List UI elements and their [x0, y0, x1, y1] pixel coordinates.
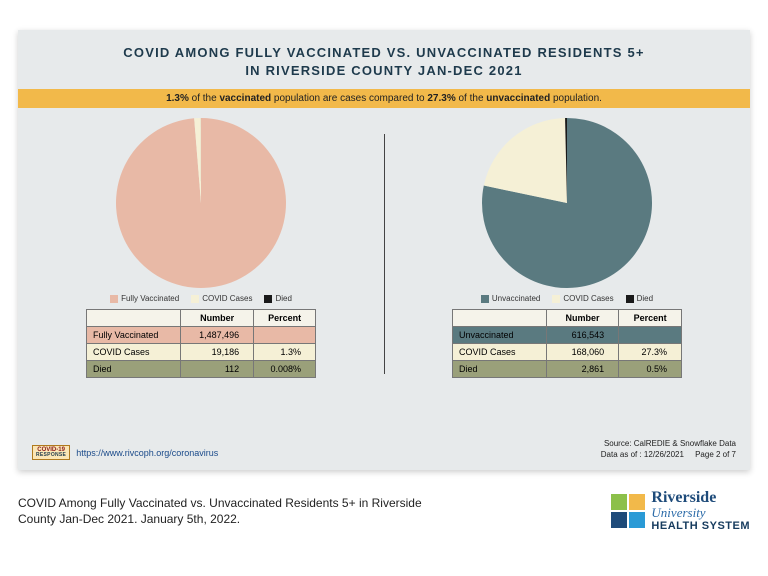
source-line-2: Data as of : 12/26/2021 — [601, 450, 684, 459]
legend-swatch-icon — [626, 295, 634, 303]
legend-item: Fully Vaccinated — [110, 294, 179, 303]
row-percent: 27.3% — [619, 344, 682, 361]
source-line-1: Source: CalREDIE & Snowflake Data — [601, 439, 736, 449]
vaccinated-table: NumberPercentFully Vaccinated1,487,496CO… — [86, 309, 316, 378]
source-url: https://www.rivcoph.org/coronavirus — [76, 448, 218, 458]
row-label: Died — [87, 361, 181, 378]
row-number: 168,060 — [546, 344, 618, 361]
table-row: Died2,8610.5% — [453, 361, 682, 378]
slide-card: COVID AMONG FULLY VACCINATED VS. UNVACCI… — [18, 30, 750, 470]
chart-title: COVID AMONG FULLY VACCINATED VS. UNVACCI… — [18, 30, 750, 85]
table-row: Fully Vaccinated1,487,496 — [87, 327, 316, 344]
row-number: 112 — [180, 361, 253, 378]
row-label: Unvaccinated — [453, 327, 547, 344]
legend-label: COVID Cases — [202, 294, 252, 303]
legend-label: Died — [275, 294, 291, 303]
footer-left: COVID-19 RESPONSE https://www.rivcoph.or… — [32, 445, 218, 460]
vaccinated-panel: Fully VaccinatedCOVID CasesDied NumberPe… — [18, 116, 384, 426]
vaccinated-legend: Fully Vaccinated COVID Cases Died — [110, 294, 292, 303]
legend-item: COVID Cases — [191, 294, 252, 303]
row-percent — [619, 327, 682, 344]
chart-panels: Fully VaccinatedCOVID CasesDied NumberPe… — [18, 116, 750, 426]
row-label: COVID Cases — [87, 344, 181, 361]
legend-swatch-icon — [191, 295, 199, 303]
table-header: Number — [180, 310, 253, 327]
table-header: Number — [546, 310, 618, 327]
vaccinated-pie-chart — [116, 118, 286, 288]
title-line-1: COVID AMONG FULLY VACCINATED VS. UNVACCI… — [123, 45, 644, 60]
row-percent: 0.5% — [619, 361, 682, 378]
row-label: Died — [453, 361, 547, 378]
unvaccinated-pie-chart — [482, 118, 652, 288]
row-label: COVID Cases — [453, 344, 547, 361]
unvaccinated-table: NumberPercentUnvaccinated616,543COVID Ca… — [452, 309, 682, 378]
covid-response-badge-icon: COVID-19 RESPONSE — [32, 445, 70, 460]
row-number: 1,487,496 — [180, 327, 253, 344]
row-label: Fully Vaccinated — [87, 327, 181, 344]
logo-mark-icon — [611, 494, 645, 528]
banner-vax-pct: 1.3% — [166, 93, 189, 104]
row-number: 2,861 — [546, 361, 618, 378]
unvaccinated-panel: UnvaccinatedCOVID CasesDied NumberPercen… — [384, 116, 750, 426]
row-percent: 0.008% — [254, 361, 316, 378]
legend-item: COVID Cases — [552, 294, 613, 303]
legend-label: Died — [637, 294, 653, 303]
row-percent: 1.3% — [254, 344, 316, 361]
legend-item: Died — [264, 294, 291, 303]
legend-swatch-icon — [481, 295, 489, 303]
legend-swatch-icon — [264, 295, 272, 303]
slide-caption: COVID Among Fully Vaccinated vs. Unvacci… — [18, 495, 458, 527]
table-row: Died1120.008% — [87, 361, 316, 378]
unvaccinated-legend: Unvaccinated COVID Cases Died — [481, 294, 653, 303]
legend-item: Died — [626, 294, 653, 303]
row-number: 616,543 — [546, 327, 618, 344]
slide-footer: COVID-19 RESPONSE https://www.rivcoph.or… — [32, 439, 736, 460]
caption-area: COVID Among Fully Vaccinated vs. Unvacci… — [18, 490, 750, 532]
legend-swatch-icon — [552, 295, 560, 303]
table-row: COVID Cases19,1861.3% — [87, 344, 316, 361]
table-row: COVID Cases168,06027.3% — [453, 344, 682, 361]
legend-label: Fully Vaccinated — [121, 294, 179, 303]
table-header — [453, 310, 547, 327]
page-number: Page 2 of 7 — [695, 450, 736, 459]
banner-unvax-pct: 27.3% — [427, 93, 455, 104]
table-row: Unvaccinated616,543 — [453, 327, 682, 344]
highlight-banner: 1.3% of the vaccinated population are ca… — [18, 89, 750, 108]
riverside-health-logo: Riverside University HEALTH SYSTEM — [611, 490, 750, 532]
legend-label: Unvaccinated — [492, 294, 540, 303]
table-header — [87, 310, 181, 327]
row-percent — [254, 327, 316, 344]
table-header: Percent — [254, 310, 316, 327]
row-number: 19,186 — [180, 344, 253, 361]
legend-swatch-icon — [110, 295, 118, 303]
logo-text: Riverside University HEALTH SYSTEM — [651, 490, 750, 532]
legend-label: COVID Cases — [563, 294, 613, 303]
footer-right: Source: CalREDIE & Snowflake Data Data a… — [601, 439, 736, 460]
table-header: Percent — [619, 310, 682, 327]
title-line-2: IN RIVERSIDE COUNTY JAN-DEC 2021 — [245, 63, 522, 78]
legend-item: Unvaccinated — [481, 294, 540, 303]
panel-divider — [384, 134, 385, 374]
